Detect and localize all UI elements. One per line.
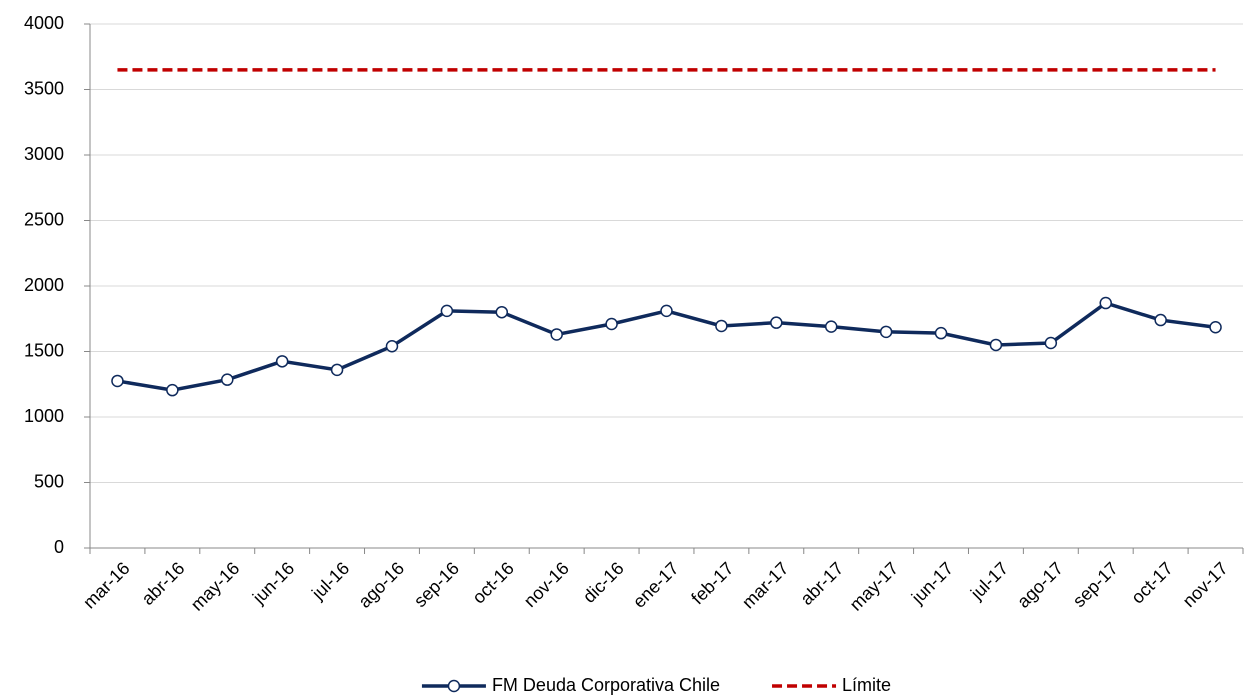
data-point	[550, 328, 563, 341]
x-tick-label: ago-17	[1013, 558, 1067, 612]
x-tick-label: jun-17	[907, 558, 957, 608]
x-tick-label: ago-16	[354, 558, 408, 612]
x-tick-label: nov-17	[1179, 558, 1232, 611]
data-point	[330, 363, 344, 377]
x-tick-label: abr-16	[138, 558, 189, 609]
data-point	[440, 304, 454, 318]
data-point	[824, 320, 838, 333]
x-tick-label: nov-16	[520, 558, 573, 611]
data-point	[1044, 336, 1058, 350]
data-point	[879, 325, 893, 339]
data-point	[660, 304, 673, 318]
y-tick-label: 0	[54, 537, 64, 557]
data-point	[221, 373, 234, 386]
y-tick-label: 4000	[24, 13, 64, 33]
x-tick-label: mar-16	[79, 558, 133, 612]
legend: FM Deuda Corporativa Chile Límite	[421, 675, 891, 695]
data-point	[111, 374, 124, 388]
x-tick-label: sep-16	[410, 558, 463, 611]
x-tick-label: ene-17	[629, 558, 683, 612]
x-tick-label: dic-16	[579, 558, 628, 607]
data-point	[605, 317, 618, 331]
y-tick-label: 2500	[24, 209, 64, 229]
x-tick-label: jul-16	[307, 558, 353, 604]
data-point	[1209, 321, 1222, 334]
y-tick-label: 3500	[24, 78, 64, 98]
x-tick-label: abr-17	[796, 558, 847, 609]
data-point	[989, 338, 1003, 352]
y-tick-label: 3000	[24, 144, 64, 164]
x-tick-label: mar-17	[738, 558, 792, 612]
x-tick-label: jun-16	[248, 558, 298, 608]
x-tick-label: oct-17	[1127, 558, 1177, 608]
data-point	[934, 326, 948, 340]
data-point	[275, 355, 289, 368]
legend-marker	[447, 679, 461, 693]
data-point	[1099, 296, 1112, 310]
x-tick-label: may-16	[187, 558, 244, 615]
y-tick-label: 1500	[24, 340, 64, 360]
data-point	[770, 316, 783, 329]
x-tick-label: sep-17	[1069, 558, 1122, 611]
y-tick-label: 1000	[24, 406, 64, 426]
y-tick-label: 2000	[24, 275, 64, 295]
x-tick-label: oct-16	[468, 558, 518, 608]
data-point	[166, 383, 179, 397]
data-point	[1154, 313, 1167, 327]
x-tick-label: feb-17	[687, 558, 737, 608]
legend-label: Límite	[842, 675, 891, 695]
data-point	[715, 319, 728, 333]
x-tick-label: jul-17	[966, 558, 1012, 604]
legend-label: FM Deuda Corporativa Chile	[492, 675, 720, 695]
x-tick-label: may-17	[846, 558, 903, 615]
data-point	[495, 305, 509, 319]
data-point	[385, 340, 399, 353]
y-tick-label: 500	[34, 471, 64, 491]
